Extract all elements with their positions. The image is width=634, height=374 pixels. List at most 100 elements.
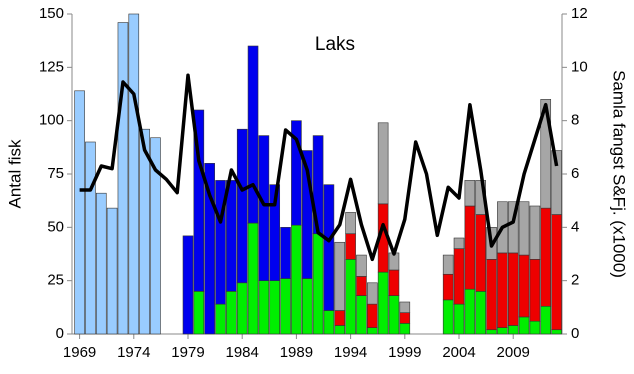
bar [518, 254, 530, 318]
bar [356, 254, 367, 277]
x-tick-label: 1969 [63, 344, 96, 361]
bar [475, 214, 486, 292]
bar [475, 291, 486, 335]
bar [226, 180, 237, 292]
bar [85, 141, 96, 335]
bar [345, 212, 356, 235]
y-tick-label: 50 [47, 218, 64, 235]
x-tick-label: 1989 [280, 344, 313, 361]
bar [139, 128, 150, 335]
bar [486, 259, 497, 331]
bar [399, 312, 411, 324]
bar [247, 45, 259, 224]
bar [117, 22, 129, 335]
y2-tick-label: 10 [571, 58, 588, 75]
y-tick-label: 125 [39, 58, 64, 75]
bar [150, 137, 161, 335]
bar [464, 288, 476, 335]
bar [540, 207, 552, 307]
bar [507, 201, 519, 254]
bar [269, 280, 281, 335]
bar [464, 205, 476, 290]
bar [529, 205, 541, 260]
bar [291, 120, 302, 226]
bar [95, 192, 107, 335]
bar [193, 291, 205, 335]
bar [464, 180, 476, 207]
bar [518, 201, 530, 256]
bar [518, 316, 530, 335]
bar [291, 224, 302, 335]
bar [204, 163, 215, 335]
bar [323, 310, 335, 335]
bar [269, 184, 281, 281]
bar [236, 282, 248, 335]
y-tick-label: 75 [47, 165, 64, 182]
bar [301, 278, 313, 335]
x-tick-label: 2004 [442, 344, 475, 361]
y2-tick-label: 6 [571, 165, 579, 182]
bar [334, 310, 346, 326]
bar [258, 280, 270, 335]
bar [453, 248, 465, 305]
bar [367, 303, 378, 328]
bar [247, 222, 259, 335]
y-tick-label: 25 [47, 272, 64, 289]
bar [215, 303, 226, 335]
bar [193, 109, 205, 292]
bar [442, 299, 454, 335]
y2-tick-label: 4 [571, 218, 579, 235]
bar [551, 329, 562, 335]
bar [551, 214, 562, 331]
bar [301, 150, 313, 279]
bar [258, 135, 270, 281]
bar [356, 295, 367, 335]
bar [388, 269, 400, 296]
y-tick-label: 150 [39, 5, 64, 22]
bar [345, 259, 356, 335]
bar [356, 276, 367, 296]
bar [540, 99, 552, 209]
bar [551, 150, 562, 215]
bar [399, 301, 411, 313]
bar [128, 13, 140, 335]
bar [497, 252, 508, 328]
bar [367, 327, 378, 335]
bar [280, 278, 291, 335]
bar [334, 325, 346, 335]
bar [442, 254, 454, 275]
y2-tick-label: 8 [571, 112, 579, 129]
x-tick-label: 2009 [497, 344, 530, 361]
bar [507, 325, 519, 335]
chart-title: Laks [315, 34, 355, 55]
bar [529, 259, 541, 322]
bar [453, 303, 465, 335]
y2-tick-label: 2 [571, 272, 579, 289]
bar [367, 282, 378, 305]
bar [312, 233, 324, 335]
bar [182, 235, 194, 335]
y2-axis-label: Samla fangst S&Fj. (x1000) [610, 70, 629, 278]
x-tick-label: 1994 [334, 344, 367, 361]
y-tick-label: 100 [39, 112, 64, 129]
y-axis-label: Antal fisk [5, 139, 24, 208]
y2-tick-label: 0 [571, 325, 579, 342]
bar [497, 327, 508, 335]
bar [540, 305, 552, 335]
bar [486, 329, 497, 335]
y2-tick-label: 12 [571, 5, 588, 22]
bar [453, 237, 465, 249]
bar [334, 241, 346, 311]
x-tick-label: 1974 [117, 344, 150, 361]
bar [399, 323, 411, 335]
bar [215, 180, 226, 305]
bar [388, 295, 400, 335]
x-tick-label: 1999 [388, 344, 421, 361]
bar [529, 320, 541, 335]
y-tick-label: 0 [56, 325, 64, 342]
bar [377, 122, 389, 205]
x-tick-label: 1979 [171, 344, 204, 361]
line [79, 73, 559, 262]
bar [345, 233, 356, 260]
